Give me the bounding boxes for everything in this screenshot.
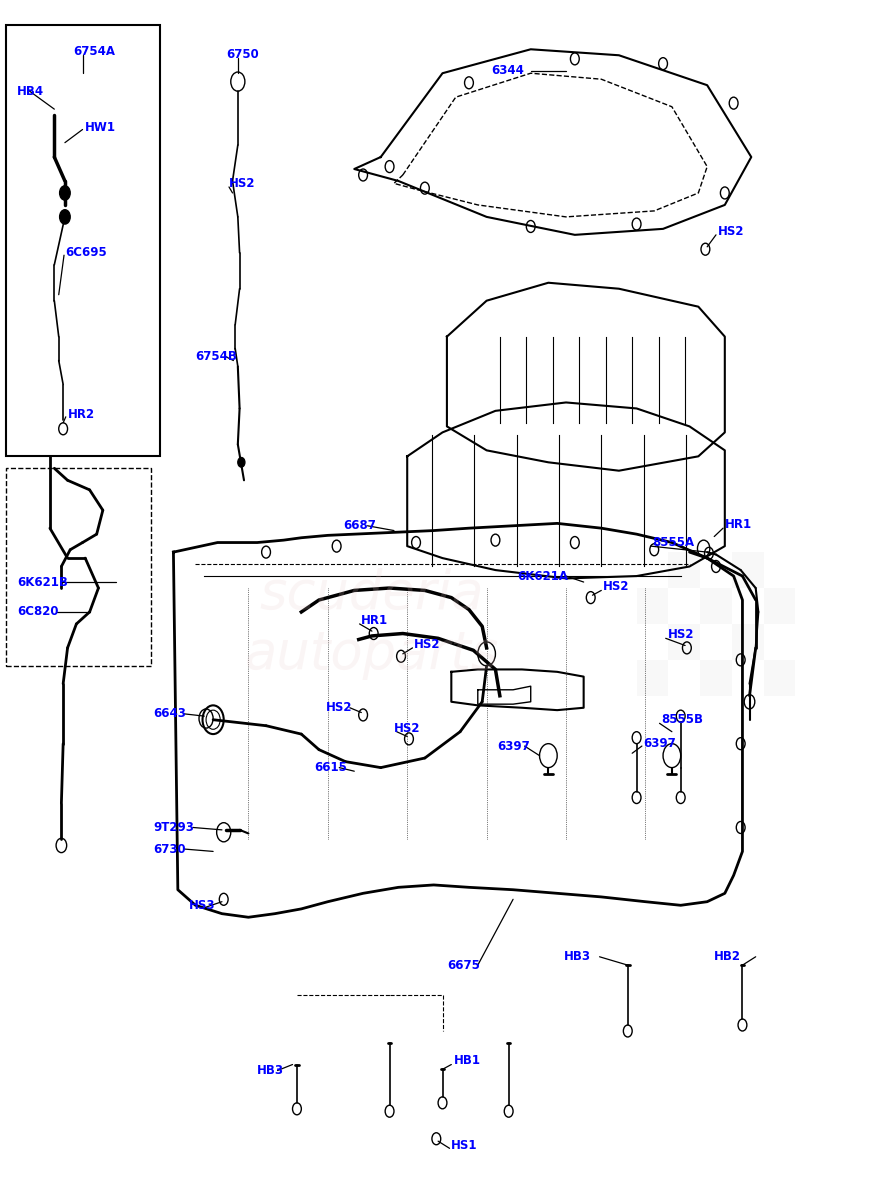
Bar	[700, 588, 732, 624]
Text: 6643: 6643	[153, 707, 186, 720]
Circle shape	[59, 210, 70, 224]
Text: 8555A: 8555A	[652, 536, 695, 550]
Bar	[700, 660, 732, 696]
Text: HS2: HS2	[667, 629, 694, 641]
Text: HS2: HS2	[326, 701, 352, 714]
Text: 6615: 6615	[314, 761, 348, 774]
Text: HS2: HS2	[603, 581, 629, 593]
Circle shape	[59, 186, 70, 200]
Text: HB3: HB3	[565, 950, 591, 964]
Text: 6754B: 6754B	[196, 350, 237, 364]
Text: HR1: HR1	[361, 614, 389, 626]
Text: 6K621B: 6K621B	[18, 576, 68, 588]
Text: scuderia
autoparts: scuderia autoparts	[245, 568, 499, 680]
Text: HR1: HR1	[725, 518, 752, 532]
Text: 6344: 6344	[491, 65, 524, 77]
Text: 6C820: 6C820	[18, 606, 58, 618]
Text: HS2: HS2	[394, 721, 420, 734]
Text: HS1: HS1	[451, 1140, 478, 1152]
Bar	[732, 624, 764, 660]
Text: HB3: HB3	[258, 1064, 284, 1078]
Text: HB1: HB1	[454, 1055, 481, 1068]
Text: HS2: HS2	[229, 176, 256, 190]
Bar	[764, 660, 796, 696]
Text: HB2: HB2	[714, 950, 742, 964]
Bar	[636, 588, 668, 624]
Text: HR2: HR2	[67, 408, 95, 421]
Text: HB4: HB4	[18, 85, 44, 97]
Text: 6730: 6730	[153, 842, 186, 856]
Circle shape	[238, 457, 245, 467]
Bar	[764, 588, 796, 624]
Text: 9T293: 9T293	[153, 821, 194, 834]
Bar	[6, 25, 160, 456]
Bar	[636, 660, 668, 696]
Text: 6754A: 6754A	[73, 46, 116, 58]
Text: HW1: HW1	[85, 120, 116, 133]
Text: 8555B: 8555B	[661, 713, 704, 726]
Text: 6675: 6675	[447, 959, 480, 972]
Text: 6397: 6397	[497, 739, 530, 752]
Text: HS2: HS2	[414, 637, 441, 650]
Bar	[6, 468, 151, 666]
Bar	[732, 552, 764, 588]
Text: 6750: 6750	[227, 48, 259, 60]
Text: 6C695: 6C695	[65, 246, 107, 259]
Text: 6687: 6687	[342, 520, 376, 533]
Text: HS3: HS3	[189, 899, 216, 912]
Text: 6K621A: 6K621A	[518, 570, 568, 582]
Bar	[668, 624, 700, 660]
Text: 6397: 6397	[643, 737, 676, 750]
Text: HS2: HS2	[718, 224, 744, 238]
Bar	[668, 552, 700, 588]
